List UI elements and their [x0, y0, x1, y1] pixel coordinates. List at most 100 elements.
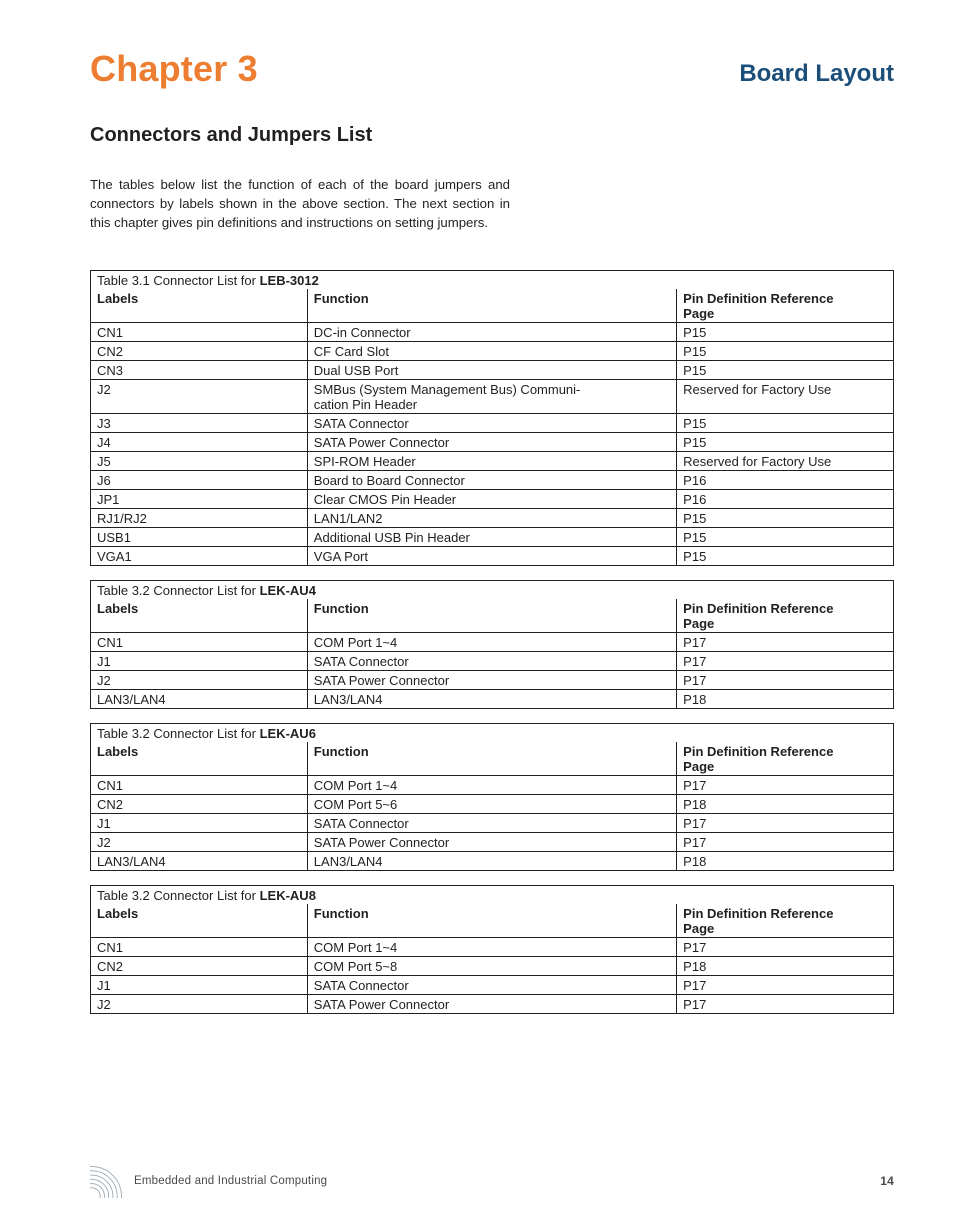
cell-function: SATA Connector [307, 652, 676, 671]
cell-function: SPI-ROM Header [307, 452, 676, 471]
table-row: J1SATA ConnectorP17 [91, 814, 894, 833]
cell-page: P17 [677, 976, 894, 995]
cell-function: DC-in Connector [307, 323, 676, 342]
cell-page: P18 [677, 690, 894, 709]
table-row: VGA1VGA PortP15 [91, 547, 894, 566]
cell-label: J4 [91, 433, 308, 452]
connector-table: Table 3.2 Connector List for LEK-AU4Labe… [90, 580, 894, 709]
cell-page: P17 [677, 814, 894, 833]
cell-page: P15 [677, 323, 894, 342]
cell-function: SATA Connector [307, 414, 676, 433]
table-row: CN1DC-in ConnectorP15 [91, 323, 894, 342]
cell-function: SATA Power Connector [307, 833, 676, 852]
cell-label: J2 [91, 671, 308, 690]
connector-table: Table 3.1 Connector List for LEB-3012Lab… [90, 270, 894, 566]
cell-function: Additional USB Pin Header [307, 528, 676, 547]
page: Chapter 3 Board Layout Connectors and Ju… [0, 0, 954, 1228]
tables-container: Table 3.1 Connector List for LEB-3012Lab… [90, 270, 894, 1014]
cell-function: Dual USB Port [307, 361, 676, 380]
cell-function: Board to Board Connector [307, 471, 676, 490]
cell-function: LAN3/LAN4 [307, 690, 676, 709]
col-header-function: Function [307, 289, 676, 323]
cell-label: J3 [91, 414, 308, 433]
col-header-reference: Pin Definition ReferencePage [677, 904, 894, 938]
cell-function: SATA Power Connector [307, 995, 676, 1014]
cell-page: P16 [677, 490, 894, 509]
table-caption: Table 3.2 Connector List for LEK-AU6 [91, 724, 894, 743]
table-row: CN1COM Port 1~4P17 [91, 776, 894, 795]
cell-page: P15 [677, 361, 894, 380]
intro-paragraph: The tables below list the function of ea… [90, 175, 510, 232]
cell-label: J2 [91, 380, 308, 414]
cell-function: CF Card Slot [307, 342, 676, 361]
table-row: USB1Additional USB Pin HeaderP15 [91, 528, 894, 547]
cell-function: SATA Connector [307, 814, 676, 833]
cell-label: J1 [91, 652, 308, 671]
table-caption: Table 3.2 Connector List for LEK-AU4 [91, 581, 894, 600]
cell-page: P15 [677, 547, 894, 566]
cell-label: J1 [91, 976, 308, 995]
section-name: Board Layout [739, 60, 894, 88]
cell-label: CN2 [91, 795, 308, 814]
cell-label: JP1 [91, 490, 308, 509]
table-row: J4SATA Power ConnectorP15 [91, 433, 894, 452]
col-header-reference: Pin Definition ReferencePage [677, 742, 894, 776]
col-header-reference: Pin Definition ReferencePage [677, 599, 894, 633]
table-row: J1SATA ConnectorP17 [91, 652, 894, 671]
cell-label: J5 [91, 452, 308, 471]
cell-function: SATA Connector [307, 976, 676, 995]
cell-page: P15 [677, 528, 894, 547]
table-row: J5SPI-ROM HeaderReserved for Factory Use [91, 452, 894, 471]
cell-function: SATA Power Connector [307, 671, 676, 690]
cell-page: P18 [677, 852, 894, 871]
cell-label: J2 [91, 995, 308, 1014]
cell-page: P17 [677, 633, 894, 652]
table-row: J1SATA ConnectorP17 [91, 976, 894, 995]
table-row: J2SMBus (System Management Bus) Communi-… [91, 380, 894, 414]
col-header-function: Function [307, 599, 676, 633]
cell-function: Clear CMOS Pin Header [307, 490, 676, 509]
cell-page: P17 [677, 833, 894, 852]
chapter-title: Chapter 3 [90, 48, 258, 90]
cell-label: J2 [91, 833, 308, 852]
cell-page: P17 [677, 652, 894, 671]
cell-page: Reserved for Factory Use [677, 380, 894, 414]
cell-label: J1 [91, 814, 308, 833]
cell-label: CN1 [91, 323, 308, 342]
cell-function: LAN3/LAN4 [307, 852, 676, 871]
cell-label: CN1 [91, 938, 308, 957]
cell-page: P15 [677, 414, 894, 433]
table-row: CN3Dual USB PortP15 [91, 361, 894, 380]
col-header-reference: Pin Definition ReferencePage [677, 289, 894, 323]
cell-function: SATA Power Connector [307, 433, 676, 452]
cell-function: SMBus (System Management Bus) Communi- c… [307, 380, 676, 414]
cell-page: P17 [677, 938, 894, 957]
cell-label: LAN3/LAN4 [91, 690, 308, 709]
table-row: JP1Clear CMOS Pin HeaderP16 [91, 490, 894, 509]
cell-page: P15 [677, 342, 894, 361]
table-row: J3SATA ConnectorP15 [91, 414, 894, 433]
subsection-title: Connectors and Jumpers List [90, 124, 894, 147]
footer-left: Embedded and Industrial Computing [90, 1164, 327, 1198]
table-row: J2SATA Power ConnectorP17 [91, 833, 894, 852]
cell-page: P17 [677, 671, 894, 690]
cell-label: J6 [91, 471, 308, 490]
page-header: Chapter 3 Board Layout [90, 48, 894, 90]
table-row: CN1COM Port 1~4P17 [91, 633, 894, 652]
table-row: J2SATA Power ConnectorP17 [91, 671, 894, 690]
cell-function: COM Port 1~4 [307, 776, 676, 795]
cell-label: CN2 [91, 342, 308, 361]
cell-page: P16 [677, 471, 894, 490]
cell-label: RJ1/RJ2 [91, 509, 308, 528]
connector-table: Table 3.2 Connector List for LEK-AU6Labe… [90, 723, 894, 871]
cell-label: CN1 [91, 776, 308, 795]
col-header-labels: Labels [91, 599, 308, 633]
footer-text: Embedded and Industrial Computing [134, 1175, 327, 1187]
cell-page: P17 [677, 995, 894, 1014]
col-header-labels: Labels [91, 289, 308, 323]
table-row: CN2COM Port 5~6P18 [91, 795, 894, 814]
table-caption: Table 3.1 Connector List for LEB-3012 [91, 271, 894, 290]
cell-label: CN1 [91, 633, 308, 652]
cell-label: VGA1 [91, 547, 308, 566]
table-row: J2SATA Power ConnectorP17 [91, 995, 894, 1014]
